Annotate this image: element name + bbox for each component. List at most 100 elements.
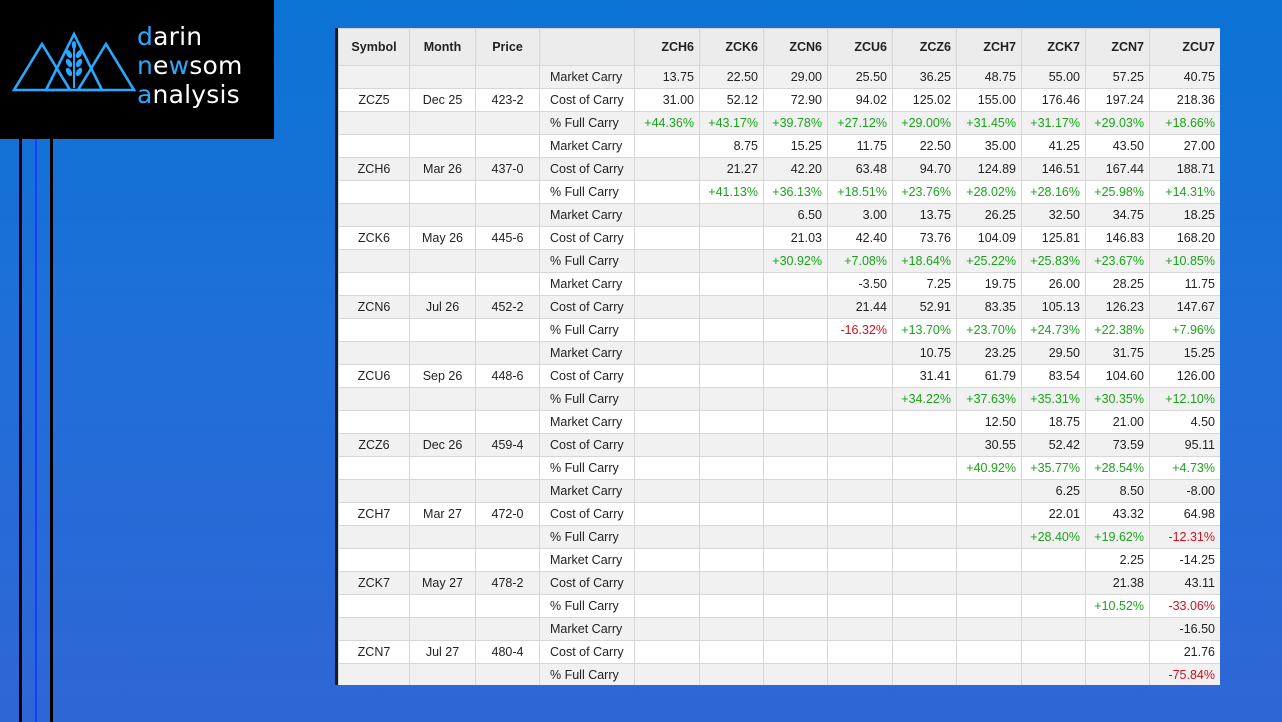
value-cell: 43.50 bbox=[1085, 134, 1150, 158]
value-cell bbox=[956, 479, 1022, 503]
symbol-cell: ZCH6 bbox=[338, 157, 410, 181]
value-cell: +36.13% bbox=[763, 180, 828, 204]
table-row: Market Carry -16.50 bbox=[338, 617, 1220, 641]
symbol-cell bbox=[338, 663, 410, 685]
month-cell bbox=[409, 249, 476, 273]
value-cell bbox=[763, 387, 828, 411]
month-cell bbox=[409, 134, 476, 158]
value-cell: 27.00 bbox=[1149, 134, 1220, 158]
value-cell: 42.20 bbox=[763, 157, 828, 181]
value-cell: +22.38% bbox=[1085, 318, 1150, 342]
table-row: ZCN7 Jul 27 480-4 Cost of Carry 21.76 bbox=[338, 640, 1220, 664]
symbol-cell bbox=[338, 180, 410, 204]
value-cell bbox=[634, 226, 700, 250]
value-cell: 83.35 bbox=[956, 295, 1022, 319]
value-cell bbox=[892, 594, 957, 618]
value-cell: +7.96% bbox=[1149, 318, 1220, 342]
value-cell: 30.55 bbox=[956, 433, 1022, 457]
value-cell: +29.03% bbox=[1085, 111, 1150, 135]
value-cell: +41.13% bbox=[699, 180, 764, 204]
column-header: ZCN7 bbox=[1085, 28, 1150, 66]
month-cell bbox=[409, 617, 476, 641]
value-cell bbox=[956, 640, 1022, 664]
value-cell: 52.12 bbox=[699, 88, 764, 112]
value-cell: +13.70% bbox=[892, 318, 957, 342]
price-cell bbox=[475, 663, 540, 685]
symbol-cell bbox=[338, 249, 410, 273]
value-cell: +23.70% bbox=[956, 318, 1022, 342]
price-cell: 478-2 bbox=[475, 571, 540, 595]
symbol-cell bbox=[338, 525, 410, 549]
value-cell: 218.36 bbox=[1149, 88, 1220, 112]
value-cell: 41.25 bbox=[1021, 134, 1086, 158]
value-cell bbox=[956, 502, 1022, 526]
table-row: Market Carry 10.75 23.25 29.50 31.75 15.25 bbox=[338, 341, 1220, 365]
month-cell bbox=[409, 341, 476, 365]
value-cell bbox=[827, 479, 893, 503]
value-cell: 167.44 bbox=[1085, 157, 1150, 181]
table-header-row: Symbol Month Price ZCH6 ZCK6 ZCN6 ZCU6 ZCZ6 ZCH7… bbox=[338, 28, 1220, 66]
value-cell bbox=[956, 663, 1022, 685]
value-cell bbox=[827, 663, 893, 685]
row-label-cell: Market Carry bbox=[539, 410, 635, 434]
value-cell: 2.25 bbox=[1085, 548, 1150, 572]
value-cell: 125.81 bbox=[1021, 226, 1086, 250]
symbol-cell bbox=[338, 548, 410, 572]
row-label-cell: Cost of Carry bbox=[539, 295, 635, 319]
value-cell: 73.59 bbox=[1085, 433, 1150, 457]
row-label-cell: % Full Carry bbox=[539, 180, 635, 204]
month-cell: Sep 26 bbox=[409, 364, 476, 388]
value-cell: +30.92% bbox=[763, 249, 828, 273]
price-cell bbox=[475, 456, 540, 480]
value-cell: 155.00 bbox=[956, 88, 1022, 112]
table-row: ZCK6 May 26 445-6 Cost of Carry 21.03 42.40 73… bbox=[338, 226, 1220, 250]
value-cell bbox=[699, 479, 764, 503]
value-cell: +29.00% bbox=[892, 111, 957, 135]
value-cell: +28.40% bbox=[1021, 525, 1086, 549]
value-cell bbox=[763, 640, 828, 664]
value-cell bbox=[956, 571, 1022, 595]
month-cell bbox=[409, 525, 476, 549]
table-row: ZCK7 May 27 478-2 Cost of Carry 21.38 43.11 bbox=[338, 571, 1220, 595]
symbol-cell bbox=[338, 203, 410, 227]
value-cell: +44.36% bbox=[634, 111, 700, 135]
value-cell: 197.24 bbox=[1085, 88, 1150, 112]
value-cell: 73.76 bbox=[892, 226, 957, 250]
value-cell: 31.00 bbox=[634, 88, 700, 112]
value-cell bbox=[956, 594, 1022, 618]
row-label-cell: Cost of Carry bbox=[539, 88, 635, 112]
value-cell: +24.73% bbox=[1021, 318, 1086, 342]
row-label-cell: Market Carry bbox=[539, 203, 635, 227]
value-cell bbox=[1085, 640, 1150, 664]
table-row: Market Carry 2.25 -14.25 bbox=[338, 548, 1220, 572]
value-cell: 94.70 bbox=[892, 157, 957, 181]
value-cell bbox=[699, 272, 764, 296]
value-cell: 10.75 bbox=[892, 341, 957, 365]
value-cell: +31.17% bbox=[1021, 111, 1086, 135]
price-cell bbox=[475, 479, 540, 503]
value-cell: +28.16% bbox=[1021, 180, 1086, 204]
value-cell: 8.75 bbox=[699, 134, 764, 158]
value-cell bbox=[699, 295, 764, 319]
column-header: ZCH7 bbox=[956, 28, 1022, 66]
value-cell bbox=[827, 502, 893, 526]
table-row: % Full Carry +28.40% +19.62% -12.31% bbox=[338, 525, 1220, 549]
symbol-cell bbox=[338, 410, 410, 434]
value-cell: -75.84% bbox=[1149, 663, 1220, 685]
value-cell bbox=[763, 341, 828, 365]
value-cell: 34.75 bbox=[1085, 203, 1150, 227]
value-cell: +35.77% bbox=[1021, 456, 1086, 480]
price-cell: 445-6 bbox=[475, 226, 540, 250]
value-cell bbox=[634, 410, 700, 434]
value-cell: 21.76 bbox=[1149, 640, 1220, 664]
table-row: Market Carry 8.75 15.25 11.75 22.50 35.00 41.2… bbox=[338, 134, 1220, 158]
symbol-cell: ZCK7 bbox=[338, 571, 410, 595]
row-label-cell: % Full Carry bbox=[539, 594, 635, 618]
symbol-cell: ZCH7 bbox=[338, 502, 410, 526]
value-cell: 35.00 bbox=[956, 134, 1022, 158]
brand-logo: darin newsom analysis bbox=[0, 0, 274, 139]
value-cell bbox=[892, 571, 957, 595]
row-label-cell: Market Carry bbox=[539, 272, 635, 296]
value-cell: +25.98% bbox=[1085, 180, 1150, 204]
value-cell bbox=[634, 502, 700, 526]
